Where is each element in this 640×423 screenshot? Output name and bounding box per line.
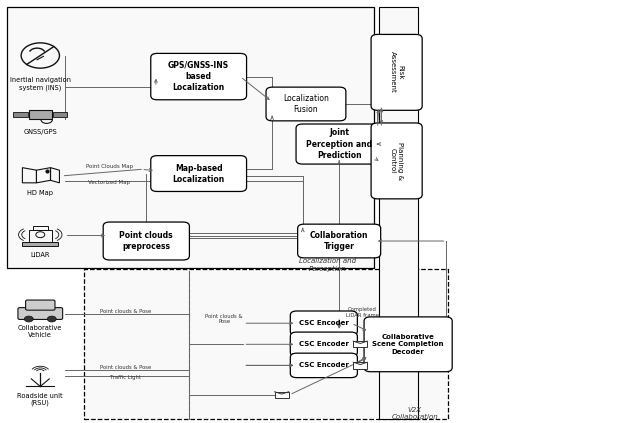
FancyBboxPatch shape [7,7,374,269]
Text: Collaborative
Vehicle: Collaborative Vehicle [18,325,63,338]
Bar [13,112,28,117]
FancyBboxPatch shape [151,53,246,100]
Text: V2X
Collaboration: V2X Collaboration [392,407,438,420]
Bar [353,341,367,347]
FancyBboxPatch shape [371,123,422,199]
FancyBboxPatch shape [379,7,419,419]
Bar [275,392,289,398]
Text: Point clouds &
Pose: Point clouds & Pose [205,313,243,324]
Text: Planning &
Control: Planning & Control [390,142,403,180]
Text: Inertial navigation
system (INS): Inertial navigation system (INS) [10,77,71,91]
Text: Localization and
Perception: Localization and Perception [299,258,356,272]
Circle shape [24,316,33,322]
Text: Point Clouds Map: Point Clouds Map [86,164,133,169]
FancyBboxPatch shape [291,353,357,378]
Text: Point clouds & Pose: Point clouds & Pose [100,309,151,314]
FancyBboxPatch shape [291,311,357,335]
Bar [33,226,48,230]
Text: Vectorized Map: Vectorized Map [88,180,131,185]
Text: Map-based
Localization: Map-based Localization [173,164,225,184]
Bar [53,112,67,117]
Bar [22,242,58,246]
FancyBboxPatch shape [151,156,246,192]
Text: Traffic Light: Traffic Light [109,375,141,380]
Text: HD Map: HD Map [28,190,53,196]
Text: Joint
Perception and
Prediction: Joint Perception and Prediction [306,129,372,159]
Text: GPS/GNSS-INS
based
Localization: GPS/GNSS-INS based Localization [168,61,229,92]
Text: Collaboration
Trigger: Collaboration Trigger [310,231,369,251]
FancyBboxPatch shape [26,300,55,310]
FancyBboxPatch shape [364,317,452,372]
Text: Completed
LiDAR frame: Completed LiDAR frame [346,307,378,318]
Text: Localization
Fusion: Localization Fusion [283,94,329,114]
Circle shape [47,316,56,322]
Bar [29,230,52,242]
Text: CSC Encoder: CSC Encoder [299,341,349,347]
Text: CSC Encoder: CSC Encoder [299,320,349,326]
FancyBboxPatch shape [84,269,448,419]
FancyBboxPatch shape [103,222,189,260]
Text: CSC Encoder: CSC Encoder [299,363,349,368]
Text: GNSS/GPS: GNSS/GPS [24,129,57,135]
Text: Point clouds
preprocess: Point clouds preprocess [120,231,173,251]
FancyBboxPatch shape [296,124,382,164]
Text: LiDAR: LiDAR [31,253,50,258]
FancyBboxPatch shape [291,332,357,357]
Bar [29,110,52,119]
FancyBboxPatch shape [371,34,422,110]
Text: Collaborative
Scene Completion
Decoder: Collaborative Scene Completion Decoder [372,334,444,355]
Text: Point clouds & Pose: Point clouds & Pose [100,365,151,370]
FancyBboxPatch shape [266,87,346,121]
FancyBboxPatch shape [18,308,63,319]
Bar [353,362,367,368]
Text: Risk
Assessment: Risk Assessment [390,52,403,93]
FancyBboxPatch shape [298,224,381,258]
Text: Roadside unit
(RSU): Roadside unit (RSU) [17,393,63,407]
